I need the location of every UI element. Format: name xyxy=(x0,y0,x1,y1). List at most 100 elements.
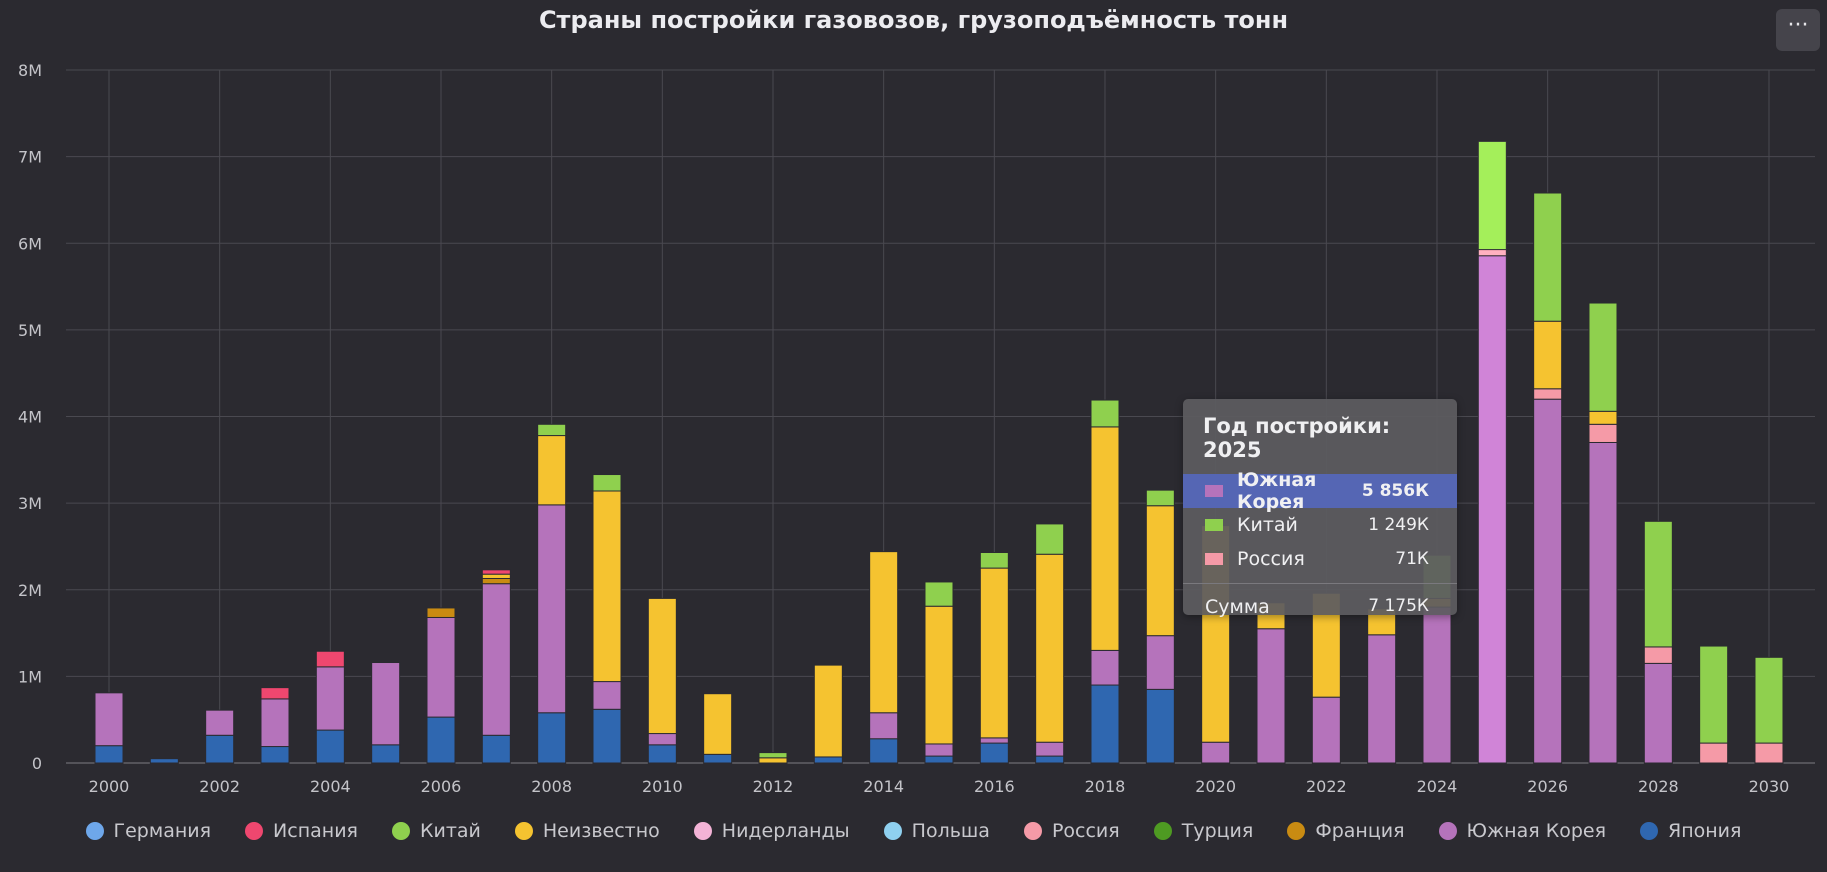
legend-item[interactable]: Польша xyxy=(883,820,990,842)
tooltip-series-name: Китай xyxy=(1237,514,1298,536)
tooltip-series-name: Южная Корея xyxy=(1237,469,1317,513)
tooltip-swatch xyxy=(1205,519,1223,531)
chart-title: Страны постройки газовозов, грузоподъёмн… xyxy=(538,6,1289,34)
x-tick-label: 2030 xyxy=(1749,777,1790,796)
legend-item[interactable]: Испания xyxy=(245,820,358,842)
x-tick-label: 2018 xyxy=(1085,777,1126,796)
legend-marker xyxy=(1438,822,1457,840)
bar-segment xyxy=(481,569,511,575)
bar-segment xyxy=(94,745,124,764)
legend-marker xyxy=(883,822,902,840)
tooltip-series-value: 1 249К xyxy=(1368,515,1429,535)
bar-segment xyxy=(537,435,567,506)
bar-segment xyxy=(1643,646,1673,664)
legend-marker xyxy=(245,822,264,840)
bar-segment xyxy=(924,605,954,745)
legend-item[interactable]: Нидерланды xyxy=(693,820,850,842)
bar-segment xyxy=(260,687,290,700)
x-tick-label: 2020 xyxy=(1195,777,1236,796)
bar-segment xyxy=(1035,755,1065,764)
tooltip-title: Год постройки: 2025 xyxy=(1203,414,1391,462)
legend-label: Германия xyxy=(113,820,212,842)
bar-segment xyxy=(592,490,622,683)
tooltip-series-name: Россия xyxy=(1237,548,1305,570)
bar-segment xyxy=(1643,520,1673,648)
bar-segment xyxy=(1588,302,1618,412)
legend-item[interactable]: Россия xyxy=(1023,820,1120,842)
bar-segment xyxy=(1256,628,1286,764)
bar-segment xyxy=(1477,140,1507,251)
y-tick-label: 0 xyxy=(32,754,42,773)
bar-segment xyxy=(1477,249,1507,257)
bar-segment xyxy=(1588,423,1618,443)
chart-menu-button[interactable]: ··· xyxy=(1776,9,1820,51)
bar-segment xyxy=(315,666,345,731)
bar-segment xyxy=(205,734,235,764)
x-tick-label: 2006 xyxy=(421,777,462,796)
bar-segment xyxy=(592,681,622,710)
bar-segment xyxy=(979,567,1009,739)
bar-segment xyxy=(1699,645,1729,744)
tooltip-row: Южная Корея 5 856К xyxy=(1183,469,1457,513)
x-tick-label: 2024 xyxy=(1417,777,1458,796)
x-tick-label: 2002 xyxy=(199,777,240,796)
bar-segment xyxy=(481,583,511,736)
bar-segment xyxy=(1090,649,1120,686)
legend-item[interactable]: Неизвестно xyxy=(514,820,660,842)
bar-segment xyxy=(94,692,124,747)
bar-segment xyxy=(315,650,345,668)
bar-segment xyxy=(1422,606,1452,764)
x-tick-label: 2004 xyxy=(310,777,351,796)
bar-segment xyxy=(924,581,954,607)
bar-segment xyxy=(758,752,788,759)
bar-segment xyxy=(371,744,401,764)
bar-segment xyxy=(703,753,733,764)
bar-segment xyxy=(205,709,235,736)
legend-item[interactable]: Япония xyxy=(1640,820,1741,842)
y-tick-label: 7M xyxy=(18,148,42,167)
bar-segment xyxy=(1090,399,1120,428)
x-tick-label: 2028 xyxy=(1638,777,1679,796)
legend-marker xyxy=(1287,822,1306,840)
y-tick-label: 6M xyxy=(18,234,42,253)
tooltip-row: Россия 71К xyxy=(1183,542,1457,576)
legend-item[interactable]: Германия xyxy=(85,820,212,842)
bar-segment xyxy=(1035,523,1065,555)
legend-item[interactable]: Франция xyxy=(1287,820,1405,842)
bar-segment xyxy=(1588,410,1618,425)
x-tick-label: 2016 xyxy=(974,777,1015,796)
bar-segment xyxy=(537,504,567,714)
bar-segment xyxy=(1145,505,1175,637)
legend-item[interactable]: Китай xyxy=(391,820,481,842)
legend: Германия Испания Китай Неизвестно Нидерланды… xyxy=(0,820,1827,842)
legend-label: Китай xyxy=(419,820,481,842)
legend-label: Япония xyxy=(1668,820,1742,842)
bar-segment xyxy=(1035,553,1065,743)
legend-label: Неизвестно xyxy=(542,820,660,842)
x-tick-label: 2022 xyxy=(1306,777,1347,796)
bar-segment xyxy=(260,698,290,748)
legend-label: Россия xyxy=(1051,820,1120,842)
legend-marker xyxy=(1640,822,1659,840)
y-tick-label: 4M xyxy=(18,408,42,427)
bar-segment xyxy=(592,708,622,764)
bar-segment xyxy=(869,712,899,740)
legend-item[interactable]: Южная Корея xyxy=(1438,820,1606,842)
bar-segment xyxy=(1201,741,1231,764)
legend-item[interactable]: Турция xyxy=(1153,820,1253,842)
x-tick-label: 2000 xyxy=(89,777,130,796)
bar-segment xyxy=(758,757,788,764)
bar-segment xyxy=(481,573,511,579)
bar-segment xyxy=(537,423,567,437)
bar-segment xyxy=(1588,441,1618,764)
bar-segment xyxy=(149,758,179,764)
bar-segment xyxy=(1090,684,1120,764)
bar-segment xyxy=(481,734,511,764)
bar-segment xyxy=(1754,656,1784,744)
legend-label: Испания xyxy=(273,820,358,842)
bar-segment xyxy=(1367,634,1397,764)
bar-segment xyxy=(813,664,843,758)
tooltip-swatch xyxy=(1205,553,1223,565)
tooltip-sum-value: 7 175К xyxy=(1368,596,1429,616)
y-tick-label: 1M xyxy=(18,667,42,686)
